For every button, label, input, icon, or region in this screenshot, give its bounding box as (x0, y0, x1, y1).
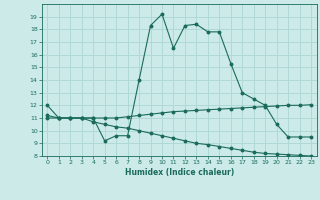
X-axis label: Humidex (Indice chaleur): Humidex (Indice chaleur) (124, 168, 234, 177)
